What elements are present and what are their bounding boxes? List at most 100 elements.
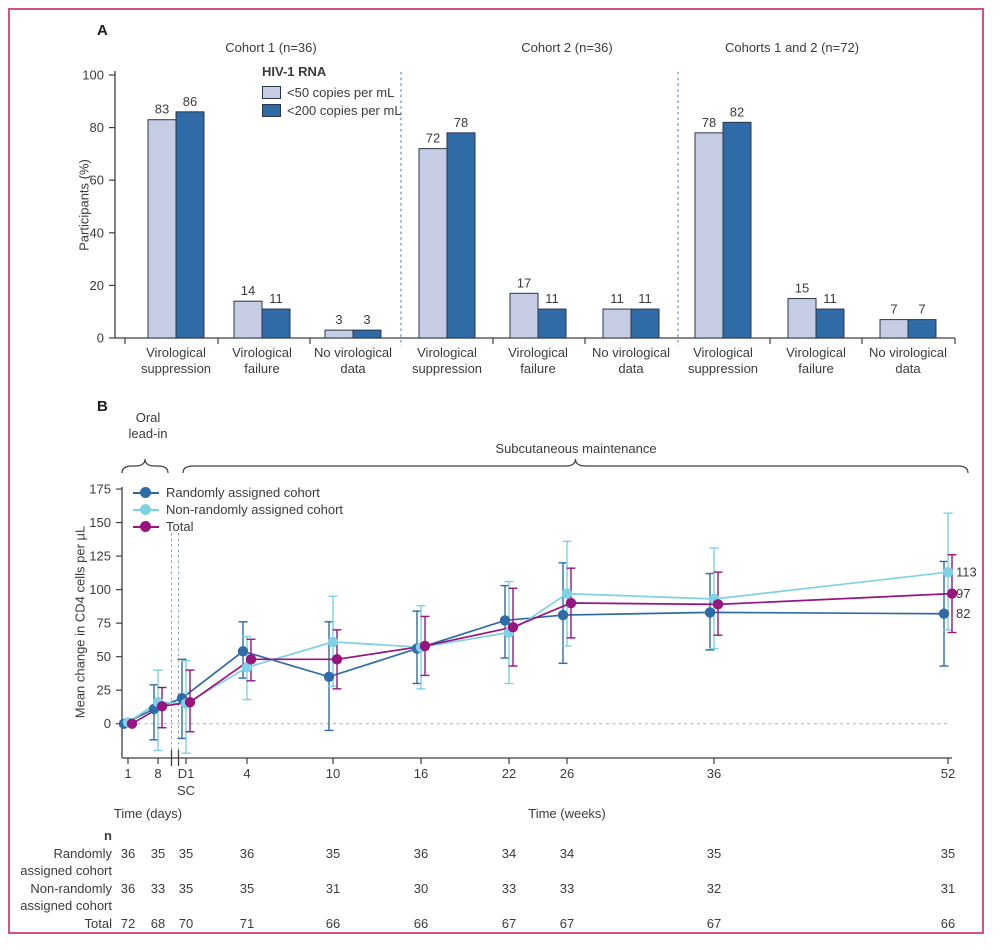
panel-b-x-tick-label: 4 bbox=[243, 766, 250, 781]
table-row-label: Randomly bbox=[53, 846, 112, 861]
table-value: 66 bbox=[940, 916, 956, 931]
panel-b-y-tick-label: 100 bbox=[89, 582, 111, 597]
bar-value-label: 83 bbox=[155, 102, 169, 117]
table-row-label: Total bbox=[84, 916, 112, 931]
series-line bbox=[131, 592, 953, 725]
category-label: Virological bbox=[417, 345, 477, 360]
category-label: data bbox=[895, 361, 921, 376]
table-value: 34 bbox=[501, 846, 517, 861]
hiv-rna-legend: HIV-1 RNA <50 copies per mL <200 copies pe… bbox=[262, 64, 402, 119]
bar-lt200 bbox=[907, 319, 937, 339]
panel-a-y-tick-label: 40 bbox=[90, 225, 104, 240]
series-line bbox=[123, 611, 945, 725]
panel-a-y-tick-label: 20 bbox=[90, 278, 104, 293]
panel-b-x-tick-label: 52 bbox=[941, 766, 955, 781]
time-weeks-axis-label: Time (weeks) bbox=[528, 806, 606, 821]
table-value: 35 bbox=[239, 881, 255, 896]
time-days-axis-label: Time (days) bbox=[113, 806, 183, 821]
data-point bbox=[712, 599, 724, 610]
bar-lt200 bbox=[352, 329, 382, 339]
table-value: 36 bbox=[239, 846, 255, 861]
bar-lt200 bbox=[815, 308, 845, 339]
table-value: 36 bbox=[120, 846, 136, 861]
data-point bbox=[704, 607, 716, 618]
data-point bbox=[156, 701, 168, 712]
table-value: 36 bbox=[120, 881, 136, 896]
bar-value-label: 7 bbox=[890, 302, 897, 317]
bar-lt50 bbox=[602, 308, 632, 339]
legend-item: Total bbox=[133, 518, 343, 535]
data-point bbox=[323, 671, 335, 682]
data-point bbox=[237, 646, 249, 657]
legend-item: <50 copies per mL bbox=[262, 83, 402, 101]
bar-value-label: 11 bbox=[545, 291, 559, 306]
sc-sublabel: SC bbox=[177, 783, 195, 798]
table-value: 71 bbox=[239, 916, 255, 931]
legend-item: Randomly assigned cohort bbox=[133, 484, 343, 501]
legend-item-label: Total bbox=[166, 519, 194, 534]
figure-border bbox=[8, 8, 984, 934]
panel-a-y-tick-label: 60 bbox=[90, 173, 104, 188]
bar-lt50 bbox=[233, 300, 263, 339]
cohort-title: Cohort 2 (n=36) bbox=[521, 40, 612, 55]
panel-b-y-tick-label: 75 bbox=[97, 616, 111, 631]
category-label: Virological bbox=[786, 345, 846, 360]
table-row-label: assigned cohort bbox=[20, 898, 112, 913]
data-point bbox=[499, 615, 511, 626]
bar-value-label: 78 bbox=[702, 115, 716, 130]
legend-title: HIV-1 RNA bbox=[262, 64, 327, 79]
table-header-n: n bbox=[104, 828, 112, 843]
category-label: suppression bbox=[141, 361, 211, 376]
data-point bbox=[327, 636, 339, 648]
bar-value-label: 3 bbox=[363, 312, 370, 327]
panel-b-y-tick-label: 175 bbox=[89, 482, 111, 497]
bar-lt50 bbox=[694, 132, 724, 339]
oral-lead-in-label: Oral lead-in bbox=[128, 410, 167, 442]
bar-value-label: 14 bbox=[241, 283, 255, 298]
bar-lt200 bbox=[175, 111, 205, 339]
table-value: 67 bbox=[559, 916, 575, 931]
line-marker-icon bbox=[133, 487, 159, 498]
table-row-label: Non-randomly bbox=[30, 881, 112, 896]
table-value: 32 bbox=[706, 881, 722, 896]
bar-value-label: 3 bbox=[335, 312, 342, 327]
bar-value-label: 11 bbox=[638, 291, 652, 306]
bar-lt200 bbox=[261, 308, 291, 339]
end-value-label: 82 bbox=[956, 606, 970, 621]
table-value: 35 bbox=[940, 846, 956, 861]
bar-value-label: 78 bbox=[454, 115, 468, 130]
table-value: 30 bbox=[413, 881, 429, 896]
bar-lt200 bbox=[537, 308, 567, 339]
legend-item-label: Non-randomly assigned cohort bbox=[166, 502, 344, 517]
bar-lt200 bbox=[722, 121, 752, 339]
data-point bbox=[126, 718, 138, 729]
panel-b-x-tick-label: 1 bbox=[124, 766, 131, 781]
category-label: No virological bbox=[592, 345, 670, 360]
data-point bbox=[565, 597, 577, 609]
bar-value-label: 7 bbox=[918, 302, 925, 317]
panel-b-y-tick-label: 50 bbox=[97, 649, 111, 664]
cohort-legend: Randomly assigned cohort Non-randomly ass… bbox=[133, 484, 343, 535]
bar-value-label: 17 bbox=[517, 275, 531, 290]
category-label: No virological bbox=[869, 345, 947, 360]
data-point bbox=[942, 566, 954, 578]
category-label: No virological bbox=[314, 345, 392, 360]
bar-value-label: 86 bbox=[183, 94, 197, 109]
table-value: 33 bbox=[559, 881, 575, 896]
table-value: 35 bbox=[178, 846, 194, 861]
legend-item-label: <50 copies per mL bbox=[287, 84, 395, 100]
panel-b-x-tick-label: 22 bbox=[502, 766, 516, 781]
category-label: data bbox=[618, 361, 644, 376]
table-value: 67 bbox=[501, 916, 517, 931]
data-point bbox=[245, 654, 257, 665]
panel-b-x-tick-label: 26 bbox=[560, 766, 574, 781]
category-label: failure bbox=[244, 361, 279, 376]
subcutaneous-maintenance-label: Subcutaneous maintenance bbox=[495, 441, 657, 456]
bar-lt50 bbox=[147, 119, 177, 339]
oral-lead-in-line2: lead-in bbox=[128, 426, 168, 441]
panel-b-y-tick-label: 25 bbox=[97, 683, 111, 698]
data-point bbox=[557, 609, 569, 621]
table-value: 68 bbox=[150, 916, 166, 931]
bar-value-label: 11 bbox=[823, 291, 837, 306]
